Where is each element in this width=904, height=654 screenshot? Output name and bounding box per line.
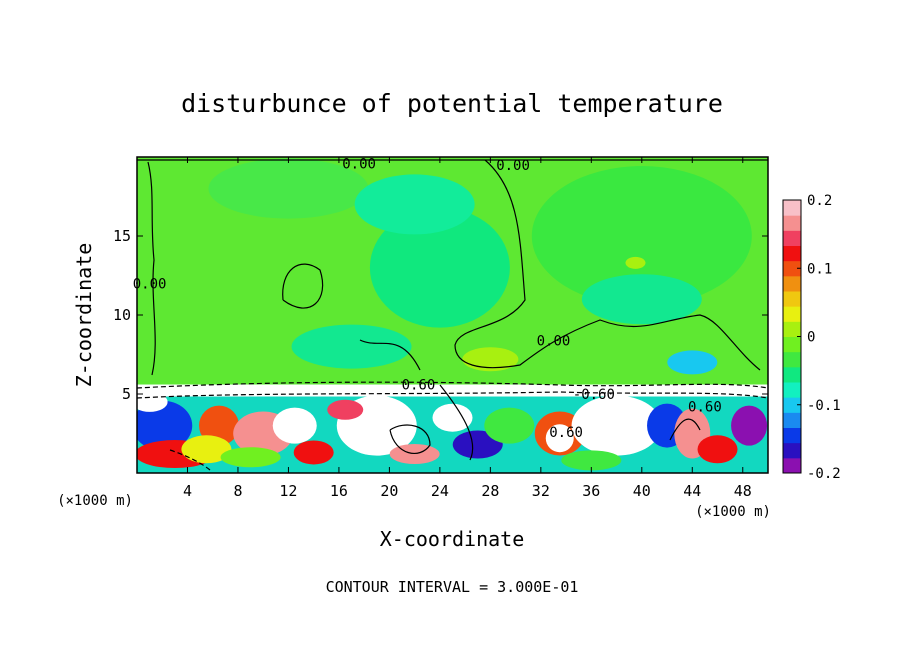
contour-lines (137, 159, 768, 471)
contour-line (389, 424, 431, 454)
colorbar-swatch (783, 291, 801, 307)
field-patch (581, 274, 702, 325)
field-patch (667, 350, 718, 375)
field-patch (697, 435, 738, 464)
contour-line (147, 161, 156, 376)
x-tick-label: 44 (683, 482, 701, 500)
field-patch (369, 207, 510, 328)
colorbar-swatch (783, 336, 801, 353)
x-axis: 4 8 12 16 20 24 28 32 36 40 44 48 (183, 157, 752, 500)
field-patch (327, 399, 364, 420)
field-patch (208, 158, 369, 219)
field-patch (291, 324, 412, 369)
contour-line (169, 449, 211, 471)
x-tick-label: 16 (330, 482, 348, 500)
contour-line (454, 159, 761, 371)
field-patch (181, 435, 232, 464)
x-tick-label: 12 (279, 482, 297, 500)
field-patch (625, 256, 646, 269)
field-patch (137, 391, 168, 412)
contour-interval-text: CONTOUR INTERVAL = 3.000E-01 (326, 578, 579, 596)
field-patch (220, 447, 281, 468)
field-patch (561, 450, 622, 471)
x-tick-label: 20 (380, 482, 398, 500)
contour-line (439, 384, 474, 461)
x-unit-label-right: (×1000 m) (695, 504, 771, 520)
field-patch (545, 424, 574, 453)
colorbar-swatch (783, 245, 801, 262)
colorbar-tick-label: 0 (807, 330, 815, 346)
contour-label: 0.00 (496, 158, 530, 174)
colorbar-swatch (783, 457, 801, 474)
x-tick-label: 28 (481, 482, 499, 500)
colorbar-swatch (783, 230, 801, 246)
field-patch (293, 440, 334, 465)
field-patch (484, 407, 535, 444)
contour-line (359, 339, 421, 371)
plot-area (137, 157, 768, 473)
contour-label: 0.00 (537, 333, 571, 349)
y-tick-label: 15 (113, 227, 131, 245)
contour-label-group: 0.00 0.00 0.00 0.00 -0.60 0.60 0.60 0.60 (133, 156, 722, 441)
y-axis: 5 10 15 (113, 227, 768, 403)
colorbar-swatch (783, 200, 801, 216)
contour-line (282, 263, 324, 309)
colorbar-swatch (783, 412, 801, 428)
x-tick-label: 40 (633, 482, 651, 500)
y-tick-label: 5 (122, 385, 131, 403)
x-axis-label: X-coordinate (380, 527, 525, 551)
contour-label: 0.00 (342, 156, 376, 172)
colorbar-tick-label: 0.1 (807, 261, 832, 277)
x-unit-label-left: (×1000 m) (57, 493, 133, 509)
contour-label: 0.00 (133, 276, 167, 292)
field-patch (452, 430, 503, 459)
x-tick-label: 36 (582, 482, 600, 500)
x-tick-label: 24 (431, 482, 449, 500)
colorbar-tick-label: -0.2 (807, 466, 841, 482)
colorbar-tick-label: 0.2 (807, 193, 832, 209)
contour-line (669, 418, 701, 441)
field-patch (354, 174, 475, 235)
field-patch (462, 347, 519, 372)
chart-title: disturbunce of potential temperature (181, 89, 723, 118)
contour-label: 0.60 (549, 425, 583, 441)
contour-label: 0.60 (688, 400, 722, 416)
field-patch (571, 395, 662, 456)
contour-line (137, 381, 768, 389)
y-tick-label: 10 (113, 306, 131, 324)
field-patches (137, 158, 768, 473)
colorbar-swatch (783, 260, 801, 277)
colorbar-swatch (783, 366, 801, 383)
field-patch (432, 403, 473, 432)
field-patch (272, 407, 317, 444)
contour-label: 0.60 (402, 378, 436, 394)
colorbar-swatch (783, 215, 801, 231)
x-tick-label: 32 (532, 482, 550, 500)
colorbar: 0.2 0.1 0 -0.1 -0.2 (782, 193, 841, 482)
colorbar-swatch (783, 306, 801, 322)
colorbar-swatch (783, 351, 801, 368)
contour-line (137, 391, 768, 399)
x-tick-label: 8 (233, 482, 242, 500)
colorbar-tick-label: -0.1 (807, 398, 841, 414)
colorbar-swatch (783, 275, 801, 292)
x-tick-label: 4 (183, 482, 192, 500)
field-patch (137, 384, 768, 397)
contour-label: -0.60 (573, 387, 615, 403)
colorbar-swatch (783, 427, 801, 444)
colorbar-swatch (783, 397, 801, 413)
colorbar-swatch (783, 321, 801, 337)
field-patch (531, 166, 752, 306)
colorbar-swatch (783, 442, 801, 459)
field-patch (731, 405, 768, 446)
field-patch (137, 400, 193, 451)
colorbar-swatch (783, 382, 801, 398)
x-tick-label: 48 (734, 482, 752, 500)
y-axis-label: Z-coordinate (72, 243, 96, 388)
